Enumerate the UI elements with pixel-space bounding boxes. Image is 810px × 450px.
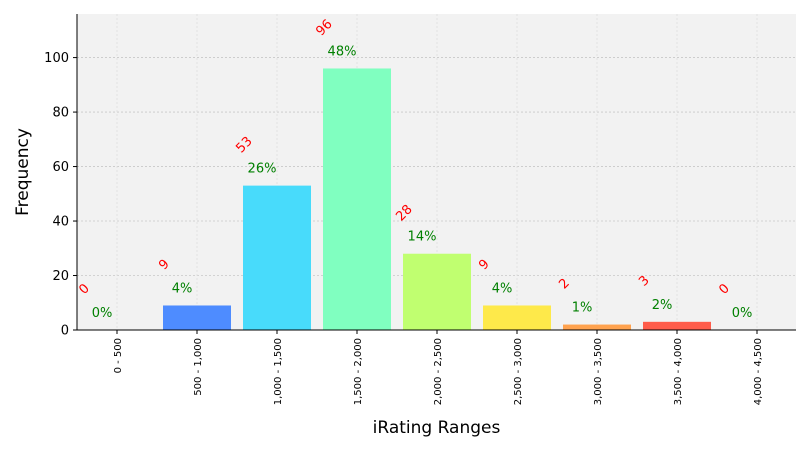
x-tick-label: 2,000 - 2,500 xyxy=(433,338,444,405)
bar-percent-label: 4% xyxy=(172,281,193,296)
bar xyxy=(323,68,391,330)
y-axis-title: Frequency xyxy=(13,128,33,216)
y-tick-label: 40 xyxy=(52,215,69,230)
x-tick-label: 3,000 - 3,500 xyxy=(593,338,604,405)
y-tick-label: 80 xyxy=(52,106,69,121)
bar xyxy=(243,185,311,330)
bar-percent-label: 14% xyxy=(408,230,437,245)
bar xyxy=(643,321,711,330)
bar-percent-label: 4% xyxy=(492,281,513,296)
bar-percent-label: 0% xyxy=(732,306,753,321)
x-tick-label: 2,500 - 3,000 xyxy=(513,338,524,405)
bar-percent-label: 2% xyxy=(652,298,673,313)
y-tick-label: 20 xyxy=(52,269,69,284)
axes: 0 - 500 500 - 1,000 1,000 - 1,500 1,500 - 2… xyxy=(44,14,796,405)
bar xyxy=(163,305,231,330)
x-tick-label: 1,500 - 2,000 xyxy=(353,338,364,405)
bar-percent-label: 0% xyxy=(92,306,113,321)
bars xyxy=(163,68,711,330)
y-tick-label: 60 xyxy=(52,160,69,175)
x-axis-title: iRating Ranges xyxy=(373,418,501,438)
x-tick-label: 1,000 - 1,500 xyxy=(273,338,284,405)
bar xyxy=(403,253,471,330)
x-tick-label: 500 - 1,000 xyxy=(193,338,204,396)
y-tick-label: 100 xyxy=(44,51,69,66)
bar xyxy=(483,305,551,330)
bar-percent-label: 26% xyxy=(248,162,277,177)
x-tick-label: 4,000 - 4,500 xyxy=(753,338,764,405)
bar-percent-label: 1% xyxy=(572,301,593,316)
bar-percent-label: 48% xyxy=(328,44,357,59)
x-tick-label: 0 - 500 xyxy=(113,338,124,373)
x-tick-label: 3,500 - 4,000 xyxy=(673,338,684,405)
y-tick-label: 0 xyxy=(61,324,69,339)
bar xyxy=(563,324,631,330)
